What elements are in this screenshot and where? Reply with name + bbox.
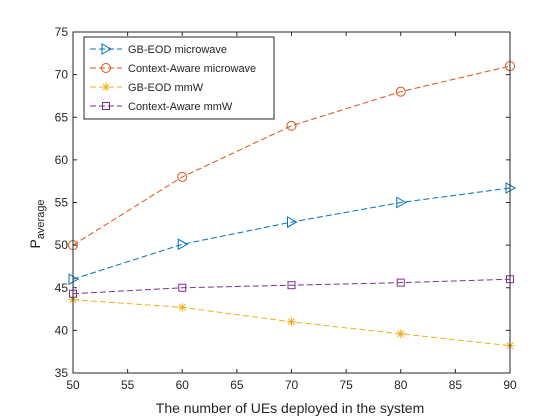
data-point [177,238,189,251]
y-tick-label: 40 [55,323,69,337]
legend-label: Context-Aware microwave [128,63,256,75]
data-point [286,120,297,131]
legend-entry: GB-EOD mmW [90,82,204,94]
data-point [287,216,298,228]
ticks: 50 55 60 65 70 75 80 85 90 35 40 45 50 55 60 65 70 75 [55,25,517,392]
y-axis-label-main: P [27,239,43,248]
y-tick-label: 60 [55,153,69,167]
y-tick-label: 45 [55,281,69,295]
legend-swatch-marker [101,82,111,92]
x-tick-label: 65 [230,378,244,392]
x-tick-label: 50 [66,378,80,392]
data-point [396,329,406,339]
legend-label: Context-Aware mmW [128,101,233,113]
x-tick-label: 80 [394,378,408,392]
legend-swatch-marker [102,102,110,110]
y-axis-label-subscript: average [35,199,47,239]
y-tick-label: 50 [55,238,69,252]
series-line [72,187,511,280]
legend-label: GB-EOD mmW [128,82,204,94]
x-tick-label: 85 [449,378,463,392]
series-line [72,278,511,295]
legend-swatch-marker [101,43,113,55]
x-tick-label: 60 [176,378,190,392]
x-tick-label: 75 [339,378,353,392]
x-axis-label: The number of UEs deployed in the system [156,400,424,416]
y-tick-label: 65 [55,110,69,124]
y-tick-label: 75 [55,25,69,39]
legend: GB-EOD microwave Context-Aware microwave G… [83,36,275,120]
y-tick-label: 35 [55,366,69,380]
data-point [396,196,407,209]
data-point [178,283,187,292]
y-axis-label: Paverage [27,199,47,248]
data-point [396,278,405,287]
series-2 [68,61,515,251]
x-tick-label: 70 [285,378,299,392]
data-point [287,281,296,290]
data-point [287,317,296,327]
legend-entry: GB-EOD microwave [90,43,227,56]
y-tick-label: 70 [55,68,69,82]
x-tick-label: 90 [503,378,517,392]
series-line [72,65,511,246]
x-tick-label: 55 [121,378,135,392]
legend-entry: Context-Aware mmW [90,101,233,113]
legend-swatch-marker [101,63,111,73]
y-tick-label: 55 [55,196,69,210]
data-point [177,171,188,182]
legend-label: GB-EOD microwave [128,44,227,56]
data-point [177,302,187,312]
legend-box [83,36,275,120]
data-point [395,86,406,97]
legend-entry: Context-Aware microwave [90,63,256,75]
